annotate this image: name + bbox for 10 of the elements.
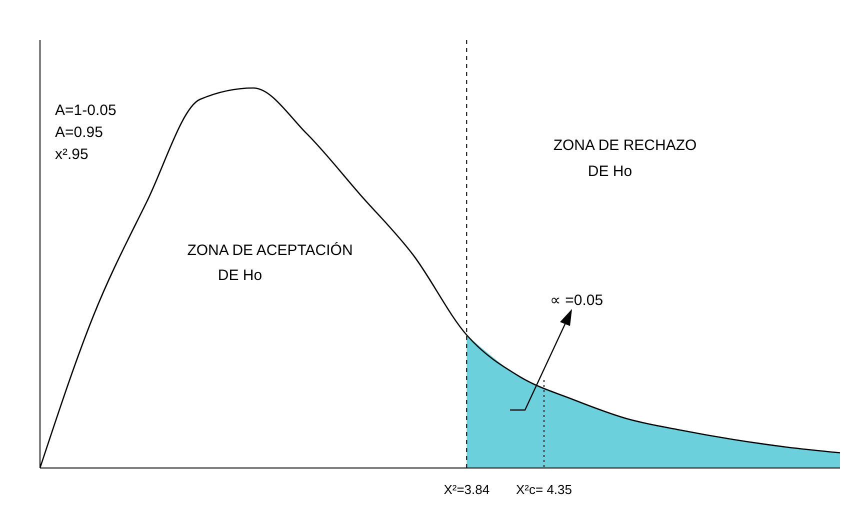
annotation: ∝ =0.05 — [550, 292, 604, 309]
annotation: x².95 — [55, 146, 88, 163]
annotation: A=0.95 — [55, 124, 103, 141]
text: X²=3.84 — [444, 482, 490, 497]
annotation: A=1-0.05 — [55, 102, 116, 119]
annotation: ZONA DE RECHAZO — [553, 137, 697, 154]
annotation: ZONA DE ACEPTACIÓN — [187, 241, 353, 259]
annotation: DE Ho — [588, 163, 632, 180]
annotation: DE Ho — [218, 267, 262, 284]
text: X²c= 4.35 — [516, 482, 572, 497]
